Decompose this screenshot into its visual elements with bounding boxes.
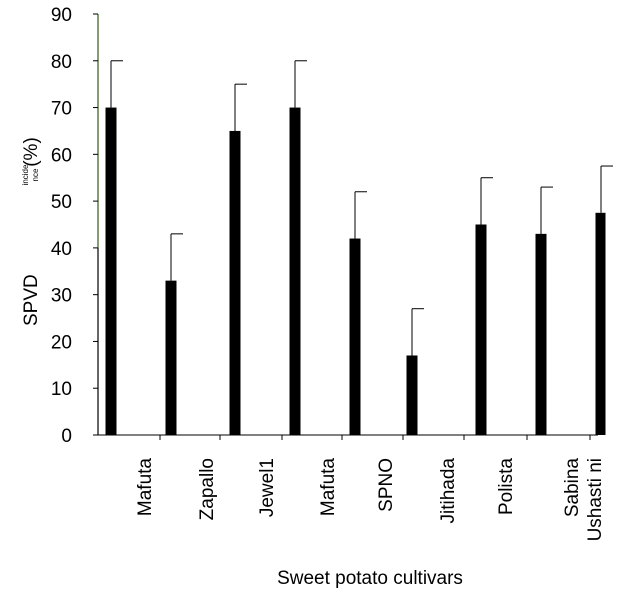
y-tick-label: 90 — [51, 5, 72, 26]
x-tick-labels: Mafuta Zapallo Jewel1 Mafuta SPNO Jitihada Pol… — [135, 458, 606, 542]
y-tick-label: 0 — [61, 426, 72, 447]
x-tick-label: Mafuta — [135, 458, 156, 517]
error-bar — [170, 233, 183, 281]
x-axis — [98, 434, 598, 440]
bar — [229, 130, 241, 435]
y-tick-label: 40 — [51, 239, 72, 260]
y-tick-label: 80 — [51, 52, 72, 73]
y-tick-label: 10 — [51, 379, 72, 400]
error-bar — [480, 177, 493, 225]
x-axis-title: Sweet potato cultivars — [277, 568, 463, 589]
x-tick-label: Zapallo — [197, 458, 218, 520]
y-tick-label: 20 — [51, 332, 72, 353]
error-bar — [354, 191, 367, 239]
x-tick-label: Polista — [496, 458, 517, 515]
error-bar — [294, 60, 307, 108]
error-bar — [600, 165, 613, 213]
error-bars — [110, 60, 613, 356]
error-bar — [110, 60, 123, 108]
y-axis-title: SPVD incide nce (%) — [21, 137, 42, 326]
bar — [289, 107, 301, 436]
x-tick-label: Jitihada — [438, 458, 459, 524]
x-tick-label: Sabina — [562, 458, 583, 518]
error-bar — [234, 83, 247, 131]
bar — [475, 224, 487, 435]
y-tick-label: 70 — [51, 99, 72, 120]
x-tick-label: Jewel1 — [257, 458, 278, 517]
y-axis-title-small-2: nce — [31, 168, 40, 181]
bar — [105, 107, 117, 436]
y-axis-title-main: SPVD — [21, 274, 42, 326]
error-bar — [411, 308, 424, 356]
y-tick-label: 50 — [51, 192, 72, 213]
x-tick-label: SPNO — [376, 458, 397, 512]
bar — [165, 280, 177, 435]
y-axis: 0 10 20 30 40 50 60 70 80 90 — [51, 5, 99, 447]
y-axis-title-unit: (%) — [21, 137, 42, 167]
bar — [406, 355, 418, 435]
bar — [595, 212, 606, 435]
bar — [535, 233, 547, 435]
y-axis-title-small-1: incide — [21, 164, 30, 185]
x-tick-label: Ushasti ni — [585, 458, 606, 541]
bars — [105, 107, 606, 436]
bar — [349, 238, 361, 435]
y-tick-label: 30 — [51, 286, 72, 307]
x-tick-label: Mafuta — [318, 458, 339, 517]
error-bar — [540, 186, 553, 234]
y-tick-label: 60 — [51, 145, 72, 166]
